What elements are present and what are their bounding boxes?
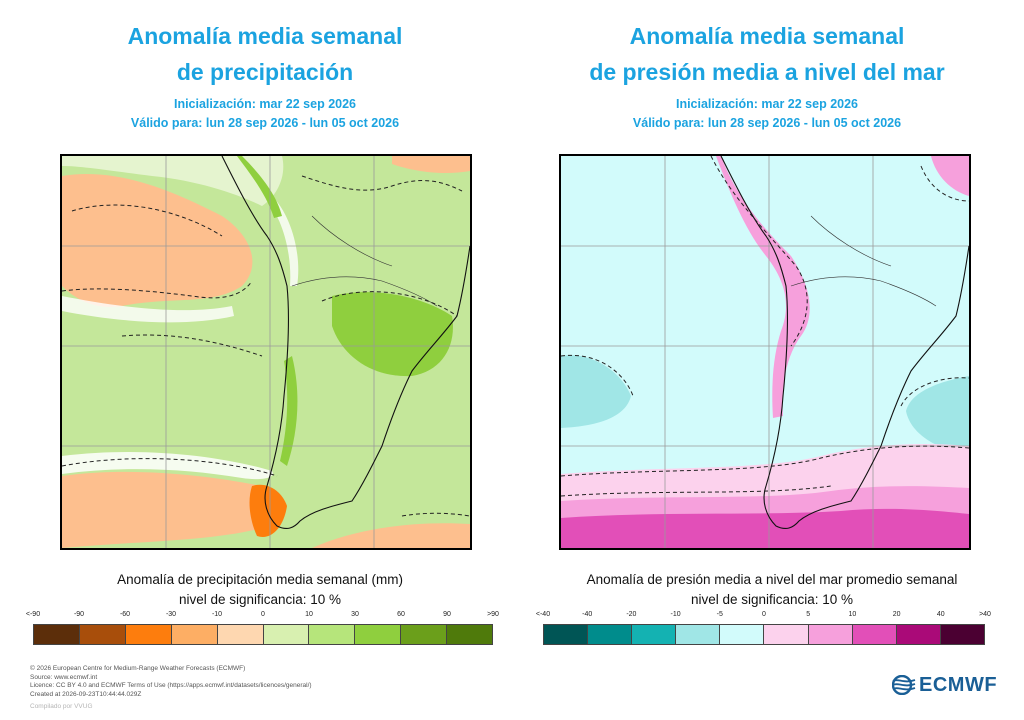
precipitation-colorbar-cell [171, 625, 218, 644]
pressure-colorbar-tick: -10 [670, 611, 681, 618]
precipitation-colorbar-cell [34, 625, 80, 644]
precipitation-title-line2: de precipitación [176, 59, 354, 85]
precipitation-colorbar-tick: -30 [165, 611, 177, 618]
positive-anomaly-region [237, 156, 282, 218]
precipitation-map [60, 154, 472, 550]
precipitation-colorbar-cell [217, 625, 264, 644]
precipitation-colorbar-cell [447, 625, 493, 644]
source-text: Source: www.ecmwf.int [30, 673, 98, 681]
negative-anomaly-region [62, 320, 218, 365]
ecmwf-logo-icon [892, 675, 916, 695]
pressure-colorbar-cell [632, 625, 677, 644]
precipitation-colorbar-tick: -90 [73, 611, 85, 618]
negative-anomaly-region [312, 523, 470, 548]
negative-anomaly-region [62, 471, 276, 548]
pressure-colorbar-cell [852, 625, 897, 644]
pressure-colorbar-cell [896, 625, 941, 644]
precipitation-significance-level: nivel de significancia: 10 % [178, 592, 342, 607]
south-america-coastline [720, 156, 969, 530]
created-text: Created at 2026-09-23T10:44:44.029Z [30, 690, 142, 698]
pressure-colorbar-tick: -5 [716, 611, 723, 618]
pressure-colorbar-tick: 40 [936, 611, 945, 618]
negative-pressure-region [906, 376, 969, 454]
precipitation-colorbar-cell [309, 625, 356, 644]
positive-anomaly-region [332, 292, 453, 377]
pressure-map [559, 154, 971, 550]
precipitation-init-date: Inicialización: mar 22 sep 2026 [173, 97, 357, 111]
pressure-colorbar-cell [940, 625, 984, 644]
copyright-text: © 2026 European Centre for Medium-Range … [30, 665, 246, 672]
precipitation-colorbar-tick: >90 [487, 611, 499, 618]
pressure-colorbar-cell [720, 625, 765, 644]
precipitation-colorbar-cell [355, 625, 402, 644]
positive-pressure-region [931, 156, 969, 196]
precipitation-colorbar-tick: 30 [351, 611, 359, 618]
pressure-title-line2: de presión media a nivel del mar [589, 59, 945, 85]
south-america-coastline [221, 156, 470, 530]
precipitation-legend-title: Anomalía de precipitación media semanal … [117, 572, 403, 587]
pressure-colorbar-tick: -20 [626, 611, 637, 618]
pressure-colorbar-tick: -40 [582, 611, 593, 618]
precipitation-colorbar [33, 624, 493, 645]
pressure-valid-range: Válido para: lun 28 sep 2026 - lun 05 oc… [632, 116, 902, 130]
precipitation-colorbar-cell [125, 625, 172, 644]
compiled-by-text: Compilado por VVUG [30, 703, 93, 710]
precipitation-panel: Anomalía media semanal de precipitación … [26, 23, 499, 645]
pressure-colorbar-cell [544, 625, 589, 644]
pressure-title-line1: Anomalía media semanal [629, 23, 905, 49]
precipitation-colorbar-tick: -60 [119, 611, 131, 618]
negative-pressure-region [561, 355, 631, 428]
precipitation-colorbar-tick: <-90 [25, 611, 41, 618]
pressure-colorbar-tick: 0 [762, 611, 766, 618]
precipitation-colorbar-ticks: <-90 -90 -60 -30 -10 0 10 30 60 90 >90 [26, 611, 499, 623]
pressure-colorbar-cell [808, 625, 853, 644]
pressure-colorbar-tick: <-40 [535, 611, 551, 618]
precipitation-colorbar-tick: 10 [305, 611, 313, 618]
pressure-colorbar-cell [676, 625, 721, 644]
positive-pressure-region [561, 508, 969, 548]
pressure-colorbar-tick: >40 [979, 611, 991, 618]
precipitation-colorbar-tick: 90 [443, 611, 451, 618]
precipitation-colorbar-cell [263, 625, 310, 644]
positive-anomaly-region [280, 356, 298, 466]
pressure-init-date: Inicialización: mar 22 sep 2026 [675, 97, 859, 111]
pressure-colorbar-tick: 20 [892, 611, 901, 618]
precipitation-colorbar-tick: -10 [211, 611, 223, 618]
pressure-colorbar-cell [588, 625, 633, 644]
precipitation-title-line1: Anomalía media semanal [127, 23, 403, 49]
pressure-panel: Anomalía media semanal de presión media … [512, 0, 1024, 720]
precipitation-colorbar-cell [401, 625, 448, 644]
pressure-significance-level: nivel de significancia: 10 % [690, 592, 854, 607]
pressure-legend-title: Anomalía de presión media a nivel del ma… [586, 572, 958, 587]
pressure-colorbar-cell [764, 625, 809, 644]
pressure-colorbar [543, 624, 985, 645]
pressure-colorbar-tick: 10 [848, 611, 857, 618]
negative-anomaly-region [249, 484, 287, 537]
footer-credits: © 2026 European Centre for Medium-Range … [30, 665, 312, 699]
licence-text: Licence: CC BY 4.0 and ECMWF Terms of Us… [30, 682, 312, 689]
precipitation-colorbar-tick: 0 [261, 611, 265, 618]
ecmwf-logo: ECMWF [892, 672, 997, 698]
pressure-colorbar-ticks: <-40 -40 -20 -10 -5 0 5 10 20 40 >40 [536, 611, 991, 623]
ecmwf-logo-text: ECMWF [919, 673, 998, 696]
negative-anomaly-region [392, 156, 470, 174]
pressure-colorbar-tick: 5 [806, 611, 811, 618]
precipitation-valid-range: Válido para: lun 28 sep 2026 - lun 05 oc… [130, 116, 400, 130]
precipitation-colorbar-tick: 60 [397, 611, 405, 618]
negative-anomaly-region [62, 174, 253, 307]
precipitation-colorbar-cell [79, 625, 126, 644]
